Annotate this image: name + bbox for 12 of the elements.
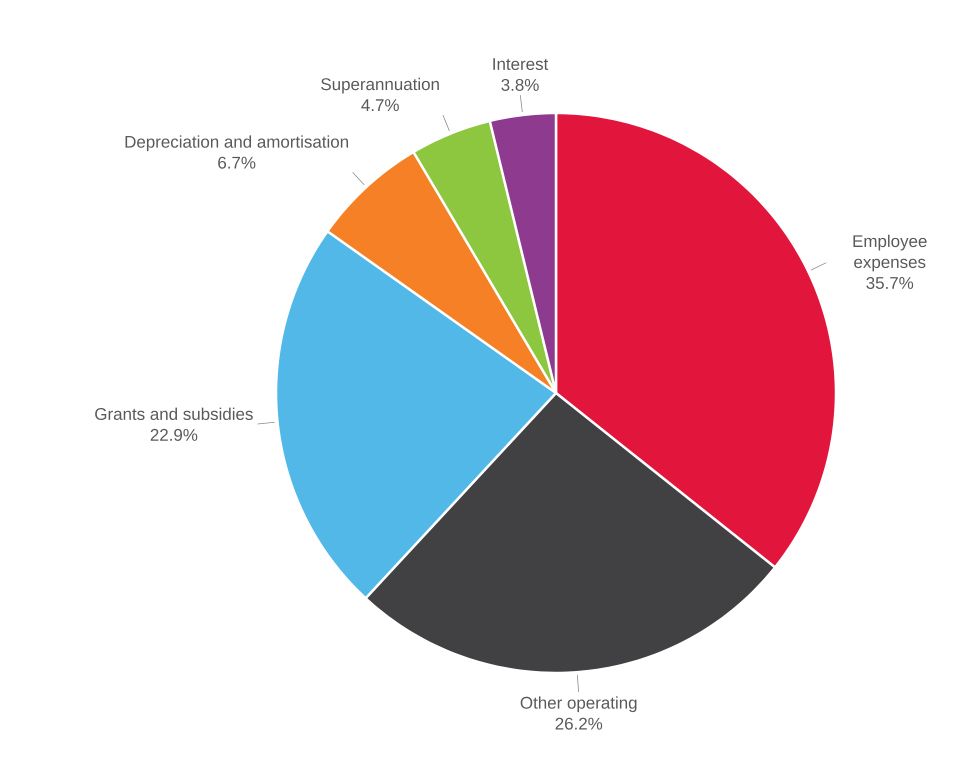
data-label: 3.8% (501, 78, 539, 91)
data-label: 35.7% (866, 276, 914, 289)
slice-label: Employee expenses (853, 234, 927, 272)
data-label: 26.2% (556, 718, 602, 730)
data-label: 22.9% (150, 428, 198, 441)
slice-label: Superannuation (321, 78, 439, 94)
slice-label: Other operating (520, 696, 636, 712)
data-label: 4.7% (361, 99, 399, 112)
slice-label: Grants and subsidies (95, 408, 253, 420)
data-label: 6.7% (218, 156, 256, 169)
slice-label: Interest (493, 58, 548, 70)
slice-label: Depreciation and amortisation (126, 135, 348, 152)
